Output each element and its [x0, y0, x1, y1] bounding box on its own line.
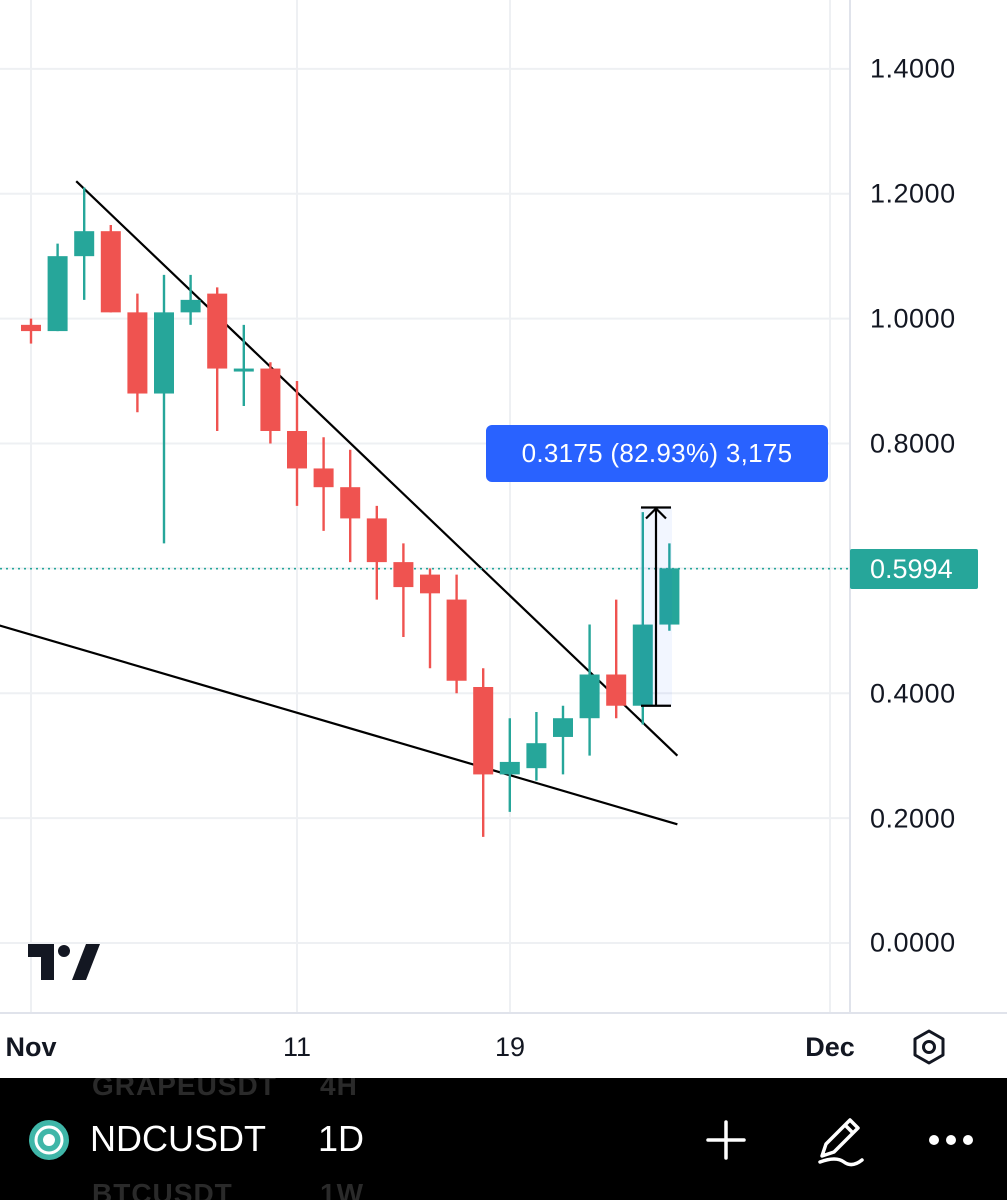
ghost-symbol-below: BTCUSDT: [92, 1178, 233, 1200]
tradingview-logo[interactable]: [28, 944, 100, 980]
trendlines: [0, 180, 850, 826]
candle-body: [606, 674, 627, 706]
x-axis-label-nov: Nov: [5, 1032, 57, 1062]
candle: [420, 568, 440, 669]
candle: [526, 711, 547, 781]
candle: [100, 224, 121, 313]
trendline-lower: [0, 624, 678, 826]
candle-body: [233, 368, 254, 372]
candle: [499, 718, 520, 812]
candle-body: [499, 761, 520, 775]
candle: [313, 437, 334, 531]
candle-body: [340, 487, 361, 519]
x-axis-label: 19: [494, 1032, 526, 1062]
measure-arrow-head: [645, 506, 667, 520]
symbol-logo-icon[interactable]: [28, 1119, 70, 1161]
ghost-interval-below: 1W: [320, 1178, 364, 1200]
chart-settings-icon[interactable]: [906, 1024, 952, 1070]
ghost-symbol-above: GRAPEUSDT: [92, 1078, 277, 1101]
current-price-badge: 0.5994: [850, 549, 978, 589]
candle-body: [579, 674, 600, 719]
candle: [74, 187, 95, 300]
symbol-button[interactable]: NDCUSDT: [90, 1118, 266, 1159]
candle: [659, 543, 680, 631]
drawing-pencil-icon[interactable]: [814, 1112, 866, 1168]
candle-body: [446, 599, 467, 681]
candle-body: [74, 231, 95, 257]
more-options-icon[interactable]: [928, 1130, 974, 1150]
candle-body: [313, 468, 334, 488]
candle-body: [420, 574, 440, 594]
y-axis-label: 0.8000: [870, 428, 956, 459]
measure-tool: [640, 506, 672, 707]
candles: [21, 187, 680, 837]
y-axis-label: 1.4000: [870, 53, 956, 84]
candle-body: [366, 518, 387, 563]
candle-body: [47, 256, 68, 332]
y-axis-label: 1.2000: [870, 178, 956, 209]
candle-body: [21, 324, 41, 332]
interval-button[interactable]: 1D: [318, 1118, 365, 1159]
measure-tooltip: 0.3175 (82.93%) 3,175: [486, 425, 828, 482]
candle: [287, 381, 307, 506]
candle-body: [180, 299, 201, 313]
ghost-interval-above: 4H: [320, 1078, 358, 1101]
chart-canvas[interactable]: [0, 0, 1007, 1078]
candle-body: [207, 293, 228, 369]
add-icon[interactable]: [704, 1118, 748, 1162]
candle-body: [393, 562, 414, 588]
candle: [154, 274, 174, 544]
candle: [180, 274, 201, 325]
candle-body: [154, 312, 174, 394]
candle-body: [100, 231, 121, 313]
candle: [553, 705, 573, 775]
candle: [127, 293, 148, 413]
candle: [260, 362, 281, 444]
x-axis-label: 11: [282, 1032, 312, 1062]
candle-body: [659, 568, 680, 625]
y-axis-label: 0.2000: [870, 803, 956, 834]
candle-body: [127, 312, 148, 394]
candle-body: [287, 430, 307, 469]
grid: [0, 0, 1007, 1014]
candle-body: [260, 368, 281, 431]
trendline-upper: [75, 180, 679, 757]
candle: [340, 449, 361, 563]
candle-body: [473, 686, 494, 775]
x-axis-label-dec: Dec: [805, 1032, 855, 1062]
candle: [393, 543, 414, 638]
candle: [632, 512, 653, 725]
chart-area[interactable]: 1.4000 1.2000 1.0000 0.8000 0.4000 0.200…: [0, 0, 1007, 1078]
y-axis-label: 0.0000: [870, 927, 956, 958]
y-axis-label: 1.0000: [870, 303, 956, 334]
bottom-toolbar: GRAPEUSDT 4H BTCUSDT 1W: [0, 1078, 1007, 1200]
candle: [366, 505, 387, 600]
candle: [473, 668, 494, 837]
y-axis-label: 0.4000: [870, 678, 956, 709]
candle: [207, 287, 228, 431]
candle: [47, 243, 68, 332]
candle-body: [632, 624, 653, 706]
candle: [21, 318, 41, 344]
candle: [446, 574, 467, 694]
candle: [579, 624, 600, 756]
candle-body: [526, 743, 547, 769]
candle: [233, 324, 254, 407]
candle: [606, 599, 627, 719]
candle-body: [553, 718, 573, 737]
